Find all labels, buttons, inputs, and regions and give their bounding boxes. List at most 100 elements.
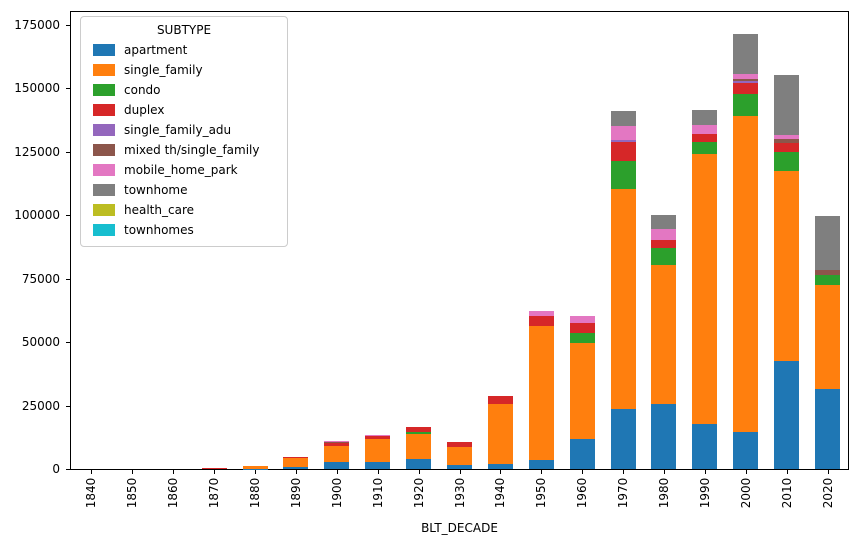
y-tick-mark — [66, 469, 70, 470]
x-tick-mark — [295, 470, 297, 474]
legend-item-mobile-home-park: mobile_home_park — [89, 160, 279, 180]
y-tick-label: 50000 — [21, 335, 60, 350]
bar-segment-1970-condo — [610, 160, 636, 189]
x-tick-label: 2010 — [779, 477, 794, 509]
bar-segment-2000-mixed-th-single-family — [733, 79, 759, 82]
x-tick-label: 1890 — [288, 477, 303, 509]
x-tick-mark — [132, 470, 134, 474]
bar-segment-1910-mobile-home-park — [365, 434, 391, 436]
x-tick-mark — [786, 470, 788, 474]
bar-segment-1990-condo — [692, 141, 718, 154]
legend-label: single_family — [124, 63, 203, 77]
bar-segment-1930-apartment — [447, 465, 472, 469]
bar-segment-1940-apartment — [487, 464, 513, 469]
legend-label: apartment — [124, 43, 188, 57]
bar-segment-1980-townhome — [651, 215, 677, 229]
x-tick-label: 1910 — [370, 477, 385, 509]
bar-segment-1890-single-family — [283, 457, 309, 468]
legend-item-single-family-adu: single_family_adu — [89, 120, 279, 140]
legend-swatch-icon — [93, 204, 115, 216]
legend-label: townhomes — [124, 223, 194, 237]
bar-segment-1980-mobile-home-park — [651, 228, 677, 241]
bar-segment-1910-single-family — [365, 438, 391, 462]
legend-label: mixed th/single_family — [124, 143, 260, 157]
bar-segment-1990-mobile-home-park — [692, 125, 718, 135]
legend-item-townhomes: townhomes — [89, 220, 279, 240]
bar-segment-1970-duplex — [610, 142, 636, 161]
x-tick-label: 1960 — [575, 477, 590, 509]
bar-segment-1930-duplex — [447, 442, 472, 447]
legend-item-single-family: single_family — [89, 60, 279, 80]
legend-label: duplex — [124, 103, 165, 117]
bar-segment-1980-apartment — [651, 404, 677, 469]
x-tick-label: 1920 — [411, 477, 426, 509]
bar-segment-1890-apartment — [283, 467, 309, 469]
bar-segment-2010-condo — [774, 151, 800, 171]
bar-segment-2000-single-family-adu — [733, 81, 759, 83]
bar-segment-1940-duplex — [487, 395, 513, 405]
bar-segment-1900-mixed-th-single-family — [324, 442, 350, 443]
x-tick-label: 1840 — [84, 477, 99, 509]
bar-segment-2000-townhome — [733, 33, 759, 75]
bar-segment-1970-mobile-home-park — [610, 125, 636, 140]
bar-segment-2000-mobile-home-park — [733, 74, 759, 80]
bar-segment-1870-single-family — [201, 468, 227, 469]
x-tick-label: 1860 — [166, 477, 181, 509]
x-tick-mark — [377, 470, 379, 474]
bar-segment-1920-apartment — [406, 458, 432, 469]
x-tick-label: 1990 — [697, 477, 712, 509]
legend-swatch-icon — [93, 224, 115, 236]
y-tick-label: 150000 — [14, 81, 60, 96]
x-tick-mark — [663, 470, 665, 474]
y-tick-label: 175000 — [14, 17, 60, 32]
bar-segment-2010-mixed-th-single-family — [774, 138, 800, 143]
bar-segment-2010-mobile-home-park — [774, 134, 800, 139]
bar-segment-1880-single-family — [242, 465, 268, 469]
legend-items: apartment single_family condo duplex single_… — [89, 40, 279, 240]
bar-segment-1990-duplex — [692, 134, 718, 142]
x-tick-mark — [827, 470, 829, 474]
legend-item-townhome: townhome — [89, 180, 279, 200]
legend-item-health-care: health_care — [89, 200, 279, 220]
bar-segment-1900-duplex — [324, 442, 350, 447]
bar-segment-1970-single-family — [610, 188, 636, 410]
bar-segment-1990-townhome — [692, 109, 718, 126]
x-tick-label: 1870 — [207, 477, 222, 509]
bar-segment-2010-apartment — [774, 361, 800, 469]
legend-label: mobile_home_park — [124, 163, 238, 177]
legend-swatch-icon — [93, 184, 115, 196]
y-tick-label: 25000 — [21, 398, 60, 413]
bar-segment-1900-mobile-home-park — [324, 441, 350, 443]
bar-segment-1960-mobile-home-park — [569, 316, 595, 324]
y-tick-label: 75000 — [21, 271, 60, 286]
bar-segment-1910-mixed-th-single-family — [365, 435, 391, 436]
bar-segment-1970-single-family-adu — [610, 139, 636, 142]
bar-segment-1950-mobile-home-park — [528, 310, 554, 316]
x-tick-mark — [745, 470, 747, 474]
bar-segment-1890-duplex — [283, 456, 309, 458]
x-tick-mark — [541, 470, 543, 474]
x-tick-label: 1900 — [329, 477, 344, 509]
bar-segment-1980-single-family — [651, 265, 677, 405]
bar-segment-1960-apartment — [569, 439, 595, 469]
x-tick-mark — [459, 470, 461, 474]
y-tick-mark — [66, 405, 70, 407]
legend-label: single_family_adu — [124, 123, 232, 137]
bar-segment-1920-condo — [406, 431, 432, 434]
y-tick-mark — [66, 151, 70, 153]
bar-segment-1980-duplex — [651, 240, 677, 248]
legend-item-duplex: duplex — [89, 100, 279, 120]
bar-segment-1990-apartment — [692, 424, 718, 469]
bar-segment-2000-condo — [733, 94, 759, 116]
bar-segment-2000-single-family — [733, 115, 759, 433]
legend-swatch-icon — [93, 84, 115, 96]
bar-segment-2020-apartment — [815, 389, 841, 469]
legend-title: SUBTYPE — [156, 23, 212, 37]
bar-segment-2000-apartment — [733, 432, 759, 469]
x-tick-label: 1950 — [534, 477, 549, 509]
x-tick-label: 1880 — [248, 477, 263, 509]
bar-segment-2020-townhome — [815, 216, 841, 270]
legend-label: townhome — [124, 183, 188, 197]
bar-segment-1950-apartment — [528, 460, 554, 469]
